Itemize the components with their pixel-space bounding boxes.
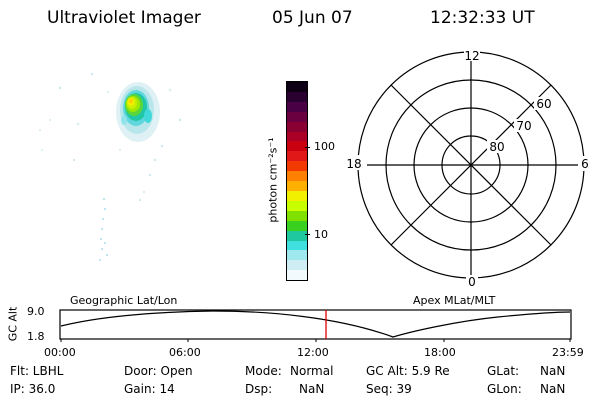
colorbar-band	[287, 131, 307, 142]
colorbar-band	[287, 200, 307, 211]
mlat-label-70: 70	[516, 119, 531, 133]
mlat-label-60: 60	[536, 97, 551, 111]
colorbar-band	[287, 171, 307, 182]
colorbar-gradient	[287, 82, 307, 281]
timeline-frame	[59, 309, 572, 340]
apex-label: Apex MLat/MLT	[413, 294, 496, 307]
mode-label: Mode:	[245, 364, 282, 378]
colorbar-band	[287, 270, 307, 281]
colorbar-band	[287, 210, 307, 221]
mlt-label-18: 18	[346, 157, 361, 171]
gcalt-tick-1-8: 1.8	[27, 330, 45, 343]
ip-readout: IP: 36.0	[10, 382, 56, 396]
colorbar-band	[287, 220, 307, 231]
date-readout: 05 Jun 07	[272, 8, 353, 28]
geographic-label: Geographic Lat/Lon	[70, 294, 178, 307]
time-readout: 12:32:33 UT	[430, 8, 535, 28]
colorbar-band	[287, 141, 307, 152]
glon-label: GLon:	[487, 382, 522, 396]
colorbar-band	[287, 151, 307, 162]
filter-readout: Flt: LBHL	[10, 364, 64, 378]
orbit-timeline	[59, 309, 572, 342]
mode-value: Normal	[290, 364, 334, 378]
colorbar-band	[287, 82, 307, 92]
aurora-oval	[116, 82, 160, 142]
colorbar-band	[287, 250, 307, 261]
mlt-label-0: 0	[468, 275, 476, 289]
door-readout: Door: Open	[124, 364, 193, 378]
glon-value: NaN	[540, 382, 566, 396]
time-tick-1200: 12:00	[297, 346, 329, 359]
polar-grid: 12 18 6 0 60 70 80	[345, 50, 592, 289]
colorbar-band	[287, 161, 307, 172]
colorbar-band	[287, 181, 307, 191]
mlat-label-80: 80	[489, 140, 504, 154]
auroral-image	[38, 72, 182, 261]
colorbar-band	[287, 230, 307, 241]
colorbar-tick-10: 10	[314, 228, 328, 241]
glat-value: NaN	[540, 364, 566, 378]
colorbar-band	[287, 101, 307, 112]
colorbar-tick-100: 100	[314, 140, 335, 153]
dsp-value: NaN	[299, 382, 325, 396]
time-tick-0000: 00:00	[44, 346, 76, 359]
aurora-trail	[99, 198, 108, 261]
dsp-label: Dsp:	[245, 382, 273, 396]
colorbar-band	[287, 91, 307, 102]
glat-label: GLat:	[487, 364, 520, 378]
time-tick-0600: 06:00	[169, 346, 201, 359]
aurora-speckle	[38, 72, 182, 202]
gain-readout: Gain: 14	[124, 382, 175, 396]
colorbar-band	[287, 121, 307, 132]
colorbar-band	[287, 240, 307, 251]
mlt-label-12: 12	[464, 50, 479, 63]
seq-readout: Seq: 39	[366, 382, 412, 396]
colorbar-tick-mark-100	[305, 147, 310, 148]
gcalt-readout: GC Alt: 5.9 Re	[366, 364, 450, 378]
instrument-title: Ultraviolet Imager	[47, 8, 201, 28]
mlt-label-6: 6	[581, 157, 589, 171]
colorbar-band	[287, 260, 307, 271]
colorbar-label: photon cm⁻²s⁻¹	[266, 137, 280, 223]
gcalt-axis-label: GC Alt	[6, 306, 20, 342]
time-tick-marks	[60, 339, 571, 342]
gcalt-tick-9: 9.0	[27, 305, 45, 318]
polar-diagonal-b	[390, 84, 552, 246]
colorbar-band	[287, 111, 307, 122]
colorbar-tick-mark-10	[305, 234, 310, 235]
orbit-altitude-curve	[60, 310, 571, 338]
colorbar-band	[287, 190, 307, 201]
colorbar	[286, 81, 308, 281]
time-tick-2359: 23:59	[552, 346, 584, 359]
time-tick-1800: 18:00	[424, 346, 456, 359]
